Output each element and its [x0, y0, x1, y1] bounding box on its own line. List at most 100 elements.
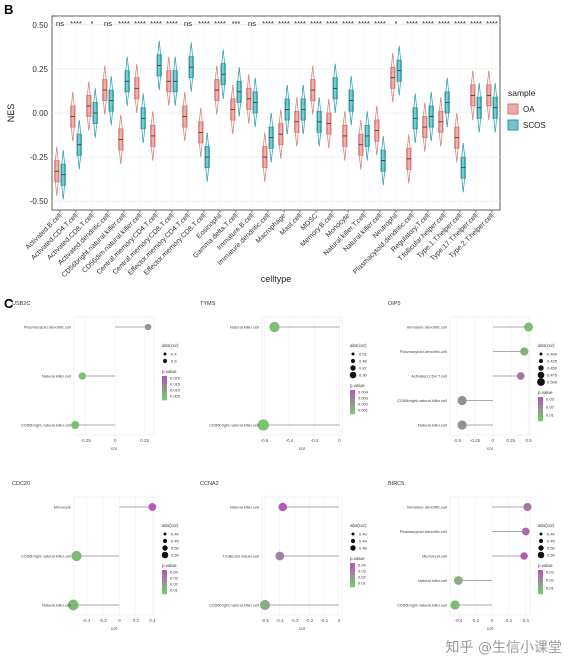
significance-label: ns	[248, 19, 256, 28]
lollipop-title: TYMS	[200, 301, 216, 307]
color-legend-title: p.value	[538, 563, 553, 568]
size-legend-label: 0.425	[547, 359, 558, 364]
color-legend-bar	[538, 590, 543, 595]
lollipop-x-tick: -0.5	[453, 438, 461, 443]
lollipop-grid: USB2C -0.25 0 0.25 cor Plasmacytoid.dendritic…	[12, 301, 558, 631]
y-tick-label: 0.25	[32, 65, 48, 74]
x-axis-title: celltype	[261, 274, 292, 284]
size-legend-label: 0.4	[171, 352, 177, 357]
y-tick-label: 0.00	[32, 109, 48, 118]
size-legend-title: abs(cor)	[538, 343, 555, 348]
color-legend-bar	[350, 579, 355, 584]
legend-label-scos: SCOS	[523, 121, 546, 130]
significance-label: ****	[326, 19, 338, 28]
color-legend-label: 0.010	[170, 388, 181, 393]
color-legend-label: 0.02	[358, 575, 367, 580]
lollipop-point	[259, 600, 270, 610]
legend-key-scos	[507, 119, 519, 131]
size-legend-dot	[350, 358, 356, 364]
size-legend-dot	[163, 532, 167, 536]
lollipop-x-tick: -0.4	[455, 618, 463, 623]
size-legend-dot	[351, 532, 355, 536]
color-legend-label: 0.03	[170, 576, 179, 581]
lollipop-point	[457, 395, 467, 406]
lollipop-point	[450, 600, 460, 610]
lollipop-point	[71, 420, 80, 430]
size-legend-title: abs(cor)	[162, 343, 179, 348]
lollipop-point	[269, 321, 280, 333]
color-legend-bar	[350, 583, 355, 588]
color-legend-label: 0.01	[170, 588, 179, 593]
lollipop-title: USB2C	[12, 301, 30, 307]
size-legend-dot	[350, 545, 356, 551]
lollipop-category-label: CD56bright.natural.killer.cell	[397, 398, 447, 403]
legend-title: sample	[508, 88, 536, 98]
watermark-text: 知乎 @生信小课堂	[445, 640, 562, 656]
color-legend-bar	[350, 398, 355, 403]
lollipop-point	[521, 527, 530, 536]
lollipop-category-label: CD56bright.natural.killer.cell	[21, 554, 71, 559]
color-legend-title: p.value	[350, 556, 365, 561]
lollipop-x-tick: -0.25	[81, 438, 92, 443]
size-legend-title: abs(cor)	[350, 523, 367, 528]
lollipop-point	[257, 419, 269, 431]
significance-label: ****	[278, 19, 290, 28]
significance-label: ****	[134, 19, 146, 28]
color-legend-label: 0.01	[546, 586, 555, 591]
lollipop-x-tick: -0.5	[261, 618, 269, 623]
color-legend-bar	[162, 392, 167, 397]
lollipop-point	[516, 372, 525, 380]
color-legend-bar	[162, 384, 167, 389]
lollipop-x-tick: -0.2	[99, 618, 107, 623]
significance-label: *	[395, 19, 398, 28]
lollipop-x-tick: 0	[114, 438, 117, 443]
color-legend-label: 0.02	[546, 405, 555, 410]
lollipop-title: BIRC5	[388, 481, 404, 487]
lollipop-category-label: Plasmacytoid.dendritic.cell	[24, 325, 71, 330]
lollipop-x-title: cor	[111, 446, 118, 451]
color-legend-bar	[538, 586, 543, 591]
color-legend-label: 0.020	[170, 376, 181, 381]
color-legend-label: 0.01	[546, 413, 555, 418]
size-legend-label: 0.55	[547, 553, 556, 558]
size-legend-dot	[537, 378, 545, 386]
lollipop-category-label: Plasmacytoid.dendritic.cell	[400, 529, 447, 534]
size-legend-label: 0.40	[547, 532, 556, 537]
color-legend-bar	[162, 586, 167, 591]
lollipop-x-tick: -0.25	[470, 438, 481, 443]
y-tick-label: 0.50	[32, 21, 48, 30]
size-legend-dot	[350, 365, 356, 371]
significance-label: ****	[294, 19, 306, 28]
size-legend-dot	[351, 352, 355, 356]
lollipop-x-tick: 0	[118, 618, 121, 623]
y-tick-label: -0.50	[30, 197, 49, 206]
size-legend-label: 0.48	[359, 359, 368, 364]
color-legend-bar	[162, 574, 167, 579]
lollipop-x-title: cor	[299, 446, 306, 451]
size-legend-dot	[162, 358, 168, 364]
significance-label: ****	[374, 19, 386, 28]
lollipop-point	[523, 502, 532, 512]
color-legend-bar	[350, 394, 355, 399]
color-legend-bar	[538, 417, 543, 422]
color-legend-bar	[538, 413, 543, 418]
color-legend-bar	[162, 578, 167, 583]
lollipop-x-tick: 0	[491, 618, 494, 623]
lollipop-title: CCNA2	[200, 481, 219, 487]
y-axis-title: NES	[6, 104, 16, 123]
size-legend-label: 0.55	[171, 553, 180, 558]
color-legend-bar	[350, 563, 355, 568]
size-legend-title: abs(cor)	[162, 523, 179, 528]
color-legend-title: p.value	[162, 563, 177, 568]
color-legend-bar	[538, 405, 543, 410]
lollipop-category-label: Immature.dendritic.cell	[407, 325, 447, 330]
lollipop-x-tick: -0.1	[320, 618, 328, 623]
lollipop-point	[71, 550, 82, 562]
color-legend-bar	[162, 388, 167, 393]
color-legend-bar	[162, 570, 167, 575]
lollipop-point	[67, 599, 79, 611]
lollipop-category-label: CD56bright.natural.killer.cell	[397, 603, 447, 608]
color-legend-bar	[350, 410, 355, 415]
size-legend-label: 0.90	[359, 373, 368, 378]
color-legend-title: p.value	[350, 383, 365, 388]
